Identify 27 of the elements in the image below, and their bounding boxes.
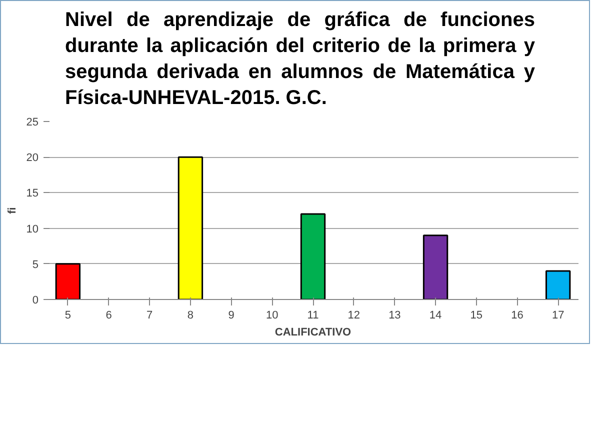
y-tick-label: 20 [26, 152, 39, 164]
y-tick-label: 5 [32, 258, 39, 271]
x-tick-label: 7 [146, 310, 153, 322]
bar [545, 270, 571, 300]
bar [300, 213, 326, 300]
bar [178, 156, 204, 300]
x-tick-label: 17 [552, 310, 564, 322]
bar [422, 234, 448, 300]
x-axis-title: CALIFICATIVO [274, 326, 352, 338]
x-tick-label: 13 [388, 310, 401, 322]
y-tick-label: 0 [32, 294, 39, 306]
x-tick-label: 9 [228, 310, 234, 322]
y-tick-label: 25 [26, 116, 39, 128]
x-tick-label: 12 [348, 310, 360, 322]
x-tick-label: 10 [266, 310, 278, 322]
y-tick-label: 10 [26, 223, 39, 236]
x-tick-label: 6 [106, 310, 112, 322]
x-tick-label: 14 [429, 310, 442, 322]
y-axis-title: fi [6, 207, 18, 214]
y-tick-label: 15 [26, 188, 39, 200]
x-tick-label: 15 [470, 310, 483, 322]
chart-title: Nivel de aprendizaje de gráfica de funciones durante la aplicación del criterio de la primera y segunda derivada en alumnos de Matemática y Física-UNHEVAL-2015. G.C. [65, 8, 535, 111]
x-tick-label: 11 [307, 310, 319, 322]
x-tick-label: 16 [511, 310, 524, 322]
x-tick-label: 8 [187, 310, 194, 322]
x-tick-label: 5 [64, 310, 71, 322]
bar [55, 263, 81, 300]
